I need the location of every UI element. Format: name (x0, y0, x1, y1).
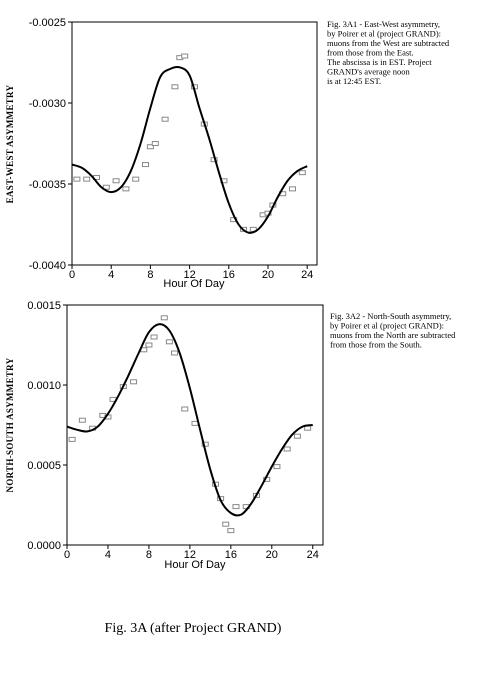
ns-y-axis: 0.0015 0.0010 0.0005 0.0000 (27, 300, 67, 552)
ew-data-point (289, 186, 296, 192)
ew-data-point (83, 176, 91, 182)
ew-x-tick-label: 12 (183, 269, 195, 281)
ns-data-point (283, 446, 291, 452)
ns-x-tick-label: 20 (266, 549, 278, 561)
ew-data-points (73, 53, 306, 232)
ns-data-point (273, 464, 281, 470)
ew-data-point (181, 53, 189, 59)
ns-chart: 0.0015 0.0010 0.0005 0.0000 0 4 8 12 16 20 24 Hou… (5, 300, 456, 571)
ew-plot-frame (71, 21, 318, 266)
ns-x-axis-label: Hour Of Day (164, 559, 226, 571)
ns-data-point (160, 315, 168, 321)
ew-note-line: The abscissa is in EST. Project (327, 57, 432, 67)
ns-data-point (78, 417, 86, 423)
ew-data-point (122, 186, 130, 192)
ns-data-point (165, 339, 173, 345)
ew-note-line: Fig. 3A1 - East-West asymmetry, (327, 19, 440, 29)
ns-data-point (227, 528, 235, 534)
ew-data-point (132, 176, 140, 182)
ns-data-point (171, 350, 179, 356)
ew-x-tick-label: 16 (223, 269, 235, 281)
ns-fit-curve (66, 323, 313, 517)
ns-y-tick-label: 0.0010 (27, 380, 61, 392)
ns-note-line: muons from the North are subtracted (330, 330, 456, 340)
ns-data-point (293, 433, 301, 439)
ew-note-line: from those from the East. (327, 48, 414, 58)
ns-note: Fig. 3A2 - North-South asymmetry, by Poir… (330, 311, 456, 350)
ns-data-point (201, 441, 209, 447)
ns-x-tick-label: 8 (146, 549, 152, 561)
ew-fit-curve (71, 65, 308, 234)
ns-x-tick-label: 16 (225, 549, 237, 561)
ns-data-point (181, 406, 189, 412)
ew-x-tick-label: 4 (108, 269, 114, 281)
ns-data-point (130, 379, 138, 385)
ew-y-axis: -0.0025 -0.0030 -0.0035 -0.0040 (29, 17, 72, 272)
ew-y-axis-label: EAST-WEST ASYMMETRY (5, 84, 15, 203)
ew-data-point (298, 170, 306, 176)
ew-data-point (142, 162, 149, 168)
ew-data-point (102, 184, 110, 190)
ns-y-axis-label: NORTH-SOUTH ASYMMETRY (5, 357, 15, 492)
ns-note-line: Fig. 3A2 - North-South asymmetry, (330, 311, 451, 321)
ew-data-point (146, 144, 154, 150)
ns-data-points (68, 315, 312, 534)
ns-y-tick-label: 0.0000 (27, 540, 61, 552)
ew-note-line: muons from the West are subtracted (327, 38, 450, 48)
ew-note-line: is at 12:45 EST. (327, 76, 381, 86)
ew-chart: -0.0025 -0.0030 -0.0035 -0.0040 0 4 8 12 16 20 24… (5, 17, 450, 290)
ns-data-point (222, 521, 230, 527)
ew-note-line: GRAND's average noon (327, 67, 410, 77)
ew-data-point (112, 178, 120, 184)
ew-note-line: by Poirer et al (project GRAND): (327, 29, 441, 39)
ns-data-point (304, 425, 312, 431)
ew-data-point (161, 116, 169, 122)
ew-y-tick-label: -0.0035 (29, 179, 66, 191)
ns-note-line: from those from the South. (330, 340, 422, 350)
ew-y-tick-label: -0.0030 (29, 98, 66, 110)
ns-x-tick-label: 12 (184, 549, 196, 561)
ew-x-tick-label: 20 (262, 269, 274, 281)
ns-plot-frame (66, 304, 324, 546)
figure-caption: Fig. 3A (after Project GRAND) (105, 621, 282, 636)
ns-data-point (145, 342, 153, 348)
ns-x-tick-label: 24 (307, 549, 319, 561)
ns-data-point (232, 504, 240, 510)
ew-data-point (151, 141, 159, 146)
ns-x-axis: 0 4 8 12 16 20 24 (64, 545, 319, 561)
ew-x-tick-label: 8 (147, 269, 153, 281)
ns-x-tick-label: 4 (105, 549, 111, 561)
ns-note-line: by Poirer et al (project GRAND): (330, 321, 444, 331)
ns-x-tick-label: 0 (64, 549, 70, 561)
ew-x-axis-label: Hour Of Day (163, 278, 225, 290)
ew-data-point (73, 176, 81, 182)
ns-data-point (150, 334, 158, 340)
ew-note: Fig. 3A1 - East-West asymmetry, by Poirer… (327, 19, 450, 86)
ns-data-point (68, 436, 76, 442)
ew-y-tick-label: -0.0040 (29, 260, 66, 272)
ew-x-tick-label: 0 (69, 269, 75, 281)
ew-y-tick-label: -0.0025 (29, 17, 66, 29)
ew-data-point (171, 84, 179, 90)
ew-x-axis: 0 4 8 12 16 20 24 (69, 265, 313, 281)
ns-data-point (191, 420, 199, 426)
ew-x-tick-label: 24 (301, 269, 313, 281)
ns-y-tick-label: 0.0005 (27, 460, 61, 472)
ns-y-tick-label: 0.0015 (27, 300, 61, 312)
